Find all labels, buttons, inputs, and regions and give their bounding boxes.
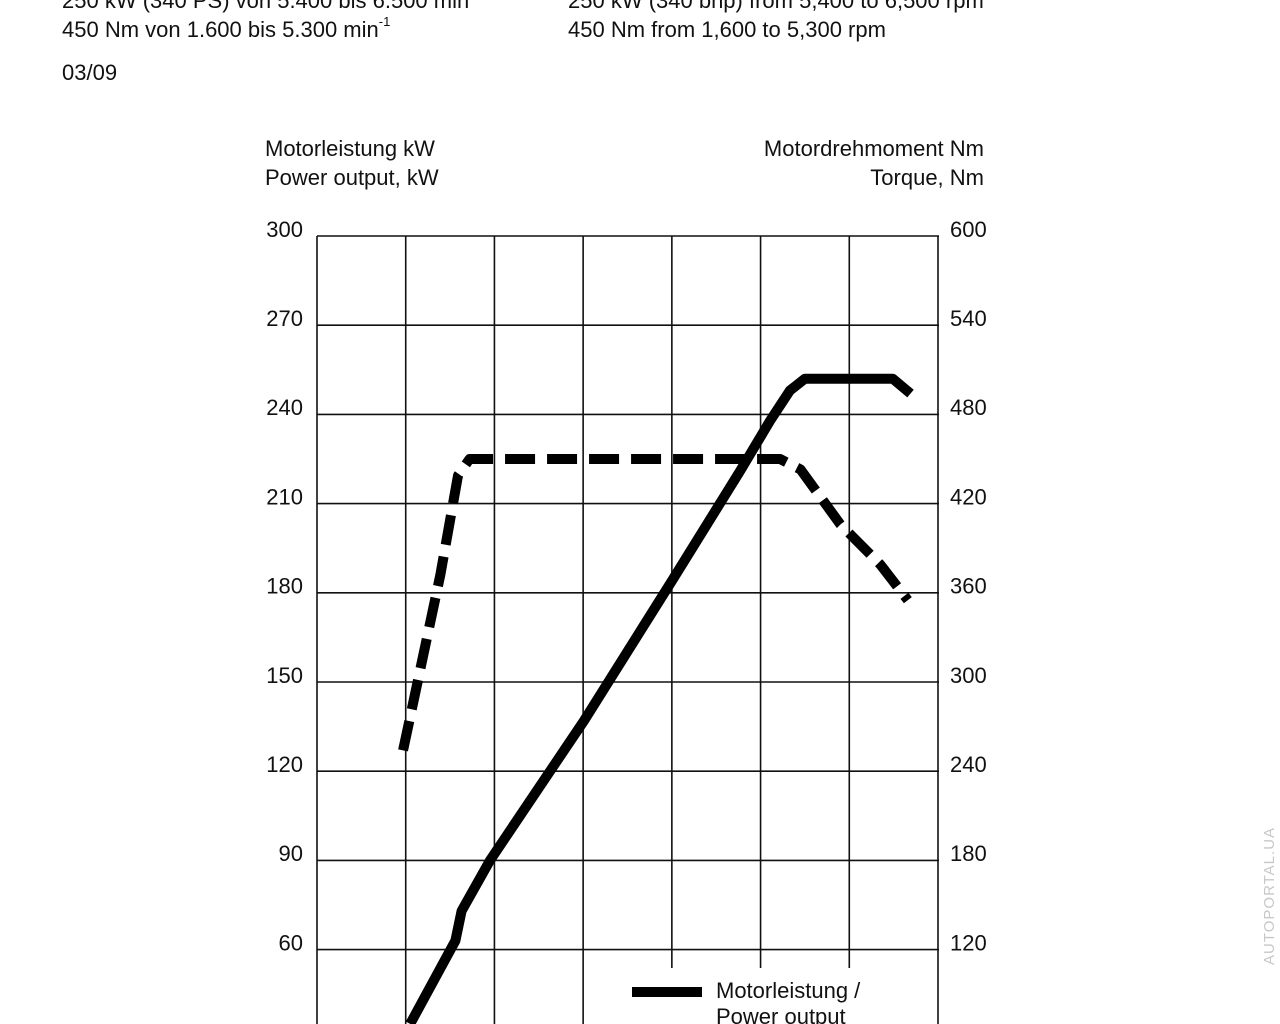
legend-label: Motorleistung / xyxy=(716,978,861,1003)
torque-line xyxy=(398,454,912,752)
header-line: 250 kW (340 bhp) from 5,400 to 6,500 rpm xyxy=(568,0,984,13)
y-axis-label: Motorleistung kW xyxy=(265,136,435,161)
header-sup: -1 xyxy=(379,14,391,29)
y2-axis-label: Torque, Nm xyxy=(870,165,984,190)
date: 03/09 xyxy=(62,60,117,85)
y-tick-label: 300 xyxy=(266,217,303,242)
y2-axis-label: Motordrehmoment Nm xyxy=(764,136,984,161)
y2-tick-label: 480 xyxy=(950,395,987,420)
y2-tick-label: 420 xyxy=(950,484,987,509)
y2-tick-label: 300 xyxy=(950,663,987,688)
y-tick-label: 150 xyxy=(266,663,303,688)
y2-tick-label: 120 xyxy=(950,930,987,955)
header-text: 450 Nm von 1.600 bis 5.300 min xyxy=(62,17,379,42)
y2-tick-label: 540 xyxy=(950,306,987,331)
y-tick-label: 90 xyxy=(279,841,303,866)
power-line xyxy=(405,373,914,1024)
watermark: AUTOPORTAL.UA xyxy=(1261,827,1278,965)
legend-label: Power output xyxy=(716,1004,846,1024)
header-line: 450 Nm from 1,600 to 5,300 rpm xyxy=(568,17,886,42)
y2-tick-label: 180 xyxy=(950,841,987,866)
y2-tick-label: 240 xyxy=(950,752,987,777)
y-tick-label: 120 xyxy=(266,752,303,777)
y-axis-label: Power output, kW xyxy=(265,165,439,190)
y-tick-label: 180 xyxy=(266,574,303,599)
y-tick-label: 270 xyxy=(266,306,303,331)
y2-tick-label: 600 xyxy=(950,217,987,242)
y2-tick-label: 360 xyxy=(950,574,987,599)
y-tick-label: 60 xyxy=(279,930,303,955)
header-text: 250 kW (340 PS) von 5.400 bis 6.500 min xyxy=(62,0,469,13)
header-line: 250 kW (340 PS) von 5.400 bis 6.500 min-… xyxy=(62,0,481,13)
y-tick-label: 240 xyxy=(266,395,303,420)
y-tick-label: 210 xyxy=(266,484,303,509)
header-line: 450 Nm von 1.600 bis 5.300 min-1 xyxy=(62,14,390,41)
